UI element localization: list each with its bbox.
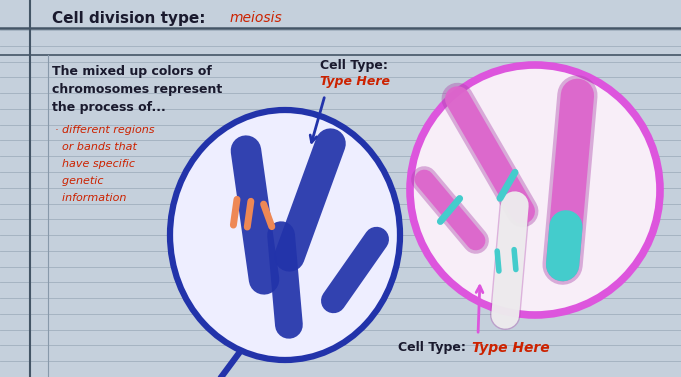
Text: information: information xyxy=(55,193,127,203)
Text: chromosomes represent: chromosomes represent xyxy=(52,83,222,97)
Text: Cell division type:: Cell division type: xyxy=(52,11,206,26)
Ellipse shape xyxy=(170,110,400,360)
Text: · different regions: · different regions xyxy=(55,125,155,135)
Text: Type Here: Type Here xyxy=(472,341,550,355)
Text: have specific: have specific xyxy=(55,159,135,169)
Text: the process of...: the process of... xyxy=(52,101,165,115)
Circle shape xyxy=(410,65,660,315)
Text: or bands that: or bands that xyxy=(55,142,137,152)
Text: Type Here: Type Here xyxy=(320,75,390,89)
Text: meiosis: meiosis xyxy=(230,11,283,25)
Text: Cell Type:: Cell Type: xyxy=(320,58,388,72)
Text: Cell Type:: Cell Type: xyxy=(398,342,466,354)
Text: genetic: genetic xyxy=(55,176,104,186)
Text: The mixed up colors of: The mixed up colors of xyxy=(52,66,212,78)
